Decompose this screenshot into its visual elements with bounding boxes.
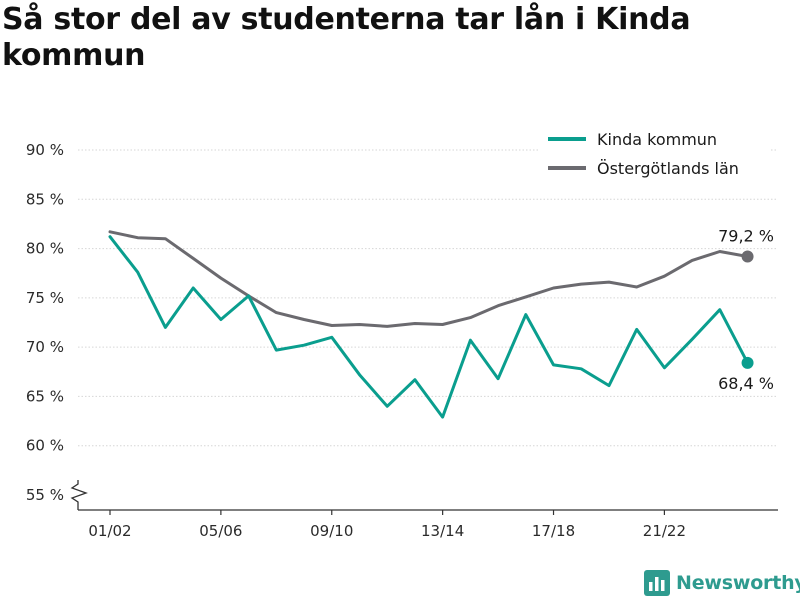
end-point-marker xyxy=(741,250,754,263)
x-tick-label: 01/02 xyxy=(88,522,131,540)
legend-label: Östergötlands län xyxy=(597,159,739,178)
bar-chart-logo-icon xyxy=(644,570,670,596)
x-tick-label: 09/10 xyxy=(310,522,353,540)
y-tick-label: 65 % xyxy=(26,387,64,405)
y-tick-label: 85 % xyxy=(26,190,64,208)
x-tick-label: 17/18 xyxy=(532,522,575,540)
legend-label: Kinda kommun xyxy=(597,130,717,149)
end-value-label: 79,2 % xyxy=(718,226,774,245)
y-tick-label: 75 % xyxy=(26,289,64,307)
x-tick-label: 13/14 xyxy=(421,522,464,540)
series-line-ostergotland xyxy=(108,230,750,328)
chart-title: Så stor del av studenterna tar lån i Kin… xyxy=(2,2,691,73)
newsworthy-brand[interactable]: Newsworthy xyxy=(644,567,800,599)
axis-break-icon xyxy=(70,480,88,510)
y-tick-label: 80 % xyxy=(26,240,64,258)
series-line-kinda xyxy=(108,235,750,419)
y-tick-label: 90 % xyxy=(26,141,64,159)
y-tick-label: 55 % xyxy=(26,486,64,504)
end-point-marker xyxy=(741,356,754,369)
series-lines: 79,2 % 68,4 % xyxy=(108,226,774,419)
brand-name: Newsworthy xyxy=(676,572,800,594)
x-tick-label: 21/22 xyxy=(643,522,686,540)
y-tick-label: 70 % xyxy=(26,338,64,356)
legend-background xyxy=(538,125,770,185)
grid-lines xyxy=(78,149,778,447)
legend: Kinda kommun Östergötlands län xyxy=(538,125,770,185)
end-value-label: 68,4 % xyxy=(718,374,774,393)
y-axis-tick-labels: 55 % 60 % 65 % 70 % 75 % 80 % 85 % 90 % xyxy=(26,141,88,510)
y-tick-label: 60 % xyxy=(26,437,64,455)
x-axis: 01/02 05/06 09/10 13/14 17/18 21/22 xyxy=(78,509,778,540)
x-tick-label: 05/06 xyxy=(199,522,242,540)
